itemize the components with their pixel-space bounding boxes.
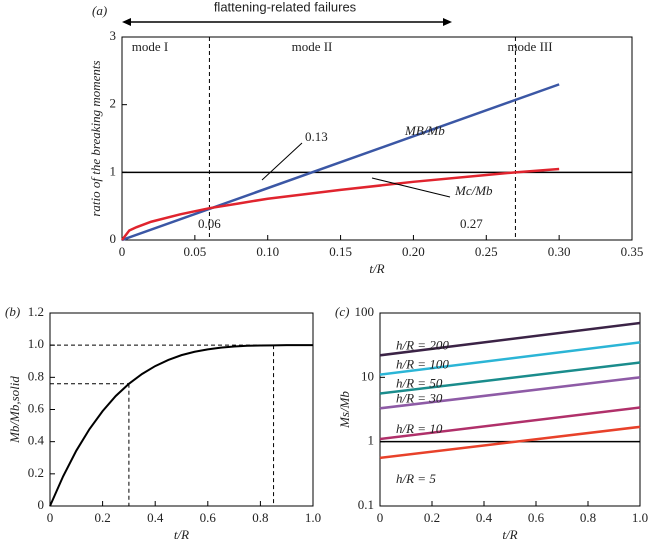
y-tick-label: 0 bbox=[38, 497, 45, 512]
pointer bbox=[371, 177, 451, 198]
x-tick-label: 0.4 bbox=[476, 510, 493, 525]
x-tick-label: 0.25 bbox=[475, 244, 498, 259]
x-tick-label: 0.20 bbox=[402, 244, 425, 259]
x-tick-label: 0.6 bbox=[528, 510, 545, 525]
x-tick-label: 0.4 bbox=[147, 510, 164, 525]
annotation: flattening-related failures bbox=[214, 0, 357, 14]
series-line bbox=[379, 341, 641, 376]
series-label: h/R = 100 bbox=[396, 357, 449, 372]
y-axis-label: ratio of the breaking moments bbox=[88, 60, 103, 216]
y-tick-label: 1.2 bbox=[28, 304, 44, 319]
y-tick-label: 3 bbox=[110, 28, 117, 43]
x-tick-label: 0.30 bbox=[548, 244, 571, 259]
x-axis-label: t/R bbox=[174, 527, 189, 540]
y-tick-label: 0.1 bbox=[358, 497, 374, 512]
x-tick-label: 0.15 bbox=[329, 244, 352, 259]
panel-label: (b) bbox=[5, 304, 20, 319]
series-line bbox=[121, 167, 560, 241]
annotation: 0.06 bbox=[198, 216, 221, 231]
series-label: MB/Mb bbox=[404, 123, 445, 138]
series-line bbox=[379, 361, 641, 395]
x-tick-label: 1.0 bbox=[632, 510, 648, 525]
y-tick-label: 1 bbox=[110, 163, 117, 178]
y-tick-label: 0.8 bbox=[28, 368, 44, 383]
series-label: h/R = 5 bbox=[396, 471, 436, 486]
y-tick-label: 1 bbox=[368, 433, 375, 448]
series-label: h/R = 10 bbox=[396, 421, 443, 436]
x-tick-label: 0.8 bbox=[580, 510, 596, 525]
panel-label: (a) bbox=[92, 3, 107, 18]
series-line bbox=[379, 376, 641, 410]
x-axis-label: t/R bbox=[502, 527, 517, 540]
series-line bbox=[379, 425, 641, 460]
y-tick-label: 0 bbox=[110, 231, 117, 246]
series-label: h/R = 50 bbox=[396, 376, 443, 391]
y-tick-label: 1.0 bbox=[28, 336, 44, 351]
panel-label: (c) bbox=[335, 304, 349, 319]
y-tick-label: 0.4 bbox=[28, 433, 45, 448]
annotation: mode III bbox=[507, 39, 552, 54]
x-tick-label: 0 bbox=[377, 510, 384, 525]
x-tick-label: 0.35 bbox=[621, 244, 644, 259]
x-tick-label: 0 bbox=[119, 244, 126, 259]
series-label: h/R = 200 bbox=[396, 337, 449, 352]
y-axis-label: Ms/Mb bbox=[337, 391, 352, 429]
y-axis-label: Mb/Mb,solid bbox=[7, 376, 22, 444]
x-tick-label: 0.10 bbox=[256, 244, 279, 259]
annotation: 0.13 bbox=[305, 129, 328, 144]
x-tick-label: 0.8 bbox=[252, 510, 268, 525]
y-tick-label: 0.2 bbox=[28, 465, 44, 480]
x-tick-label: 0 bbox=[47, 510, 54, 525]
y-tick-label: 100 bbox=[355, 304, 375, 319]
series-label: h/R = 30 bbox=[396, 390, 443, 405]
x-tick-label: 0.2 bbox=[424, 510, 440, 525]
series-label: Mc/Mb bbox=[454, 183, 493, 198]
series-line bbox=[379, 321, 641, 357]
series-line bbox=[49, 344, 313, 507]
annotation: 0.27 bbox=[460, 216, 483, 231]
y-tick-label: 10 bbox=[361, 368, 374, 383]
plot-frame bbox=[121, 36, 633, 241]
series-line bbox=[121, 83, 560, 242]
y-tick-label: 0.6 bbox=[28, 400, 45, 415]
x-tick-label: 0.2 bbox=[94, 510, 110, 525]
x-tick-label: 0.05 bbox=[183, 244, 206, 259]
series-line bbox=[379, 406, 641, 441]
annotation: mode II bbox=[292, 39, 333, 54]
x-tick-label: 0.6 bbox=[200, 510, 217, 525]
plot-frame bbox=[379, 312, 641, 507]
x-tick-label: 1.0 bbox=[305, 510, 321, 525]
x-axis-label: t/R bbox=[369, 261, 384, 276]
pointer bbox=[261, 142, 303, 181]
y-tick-label: 2 bbox=[110, 96, 117, 111]
annotation: mode I bbox=[132, 39, 168, 54]
